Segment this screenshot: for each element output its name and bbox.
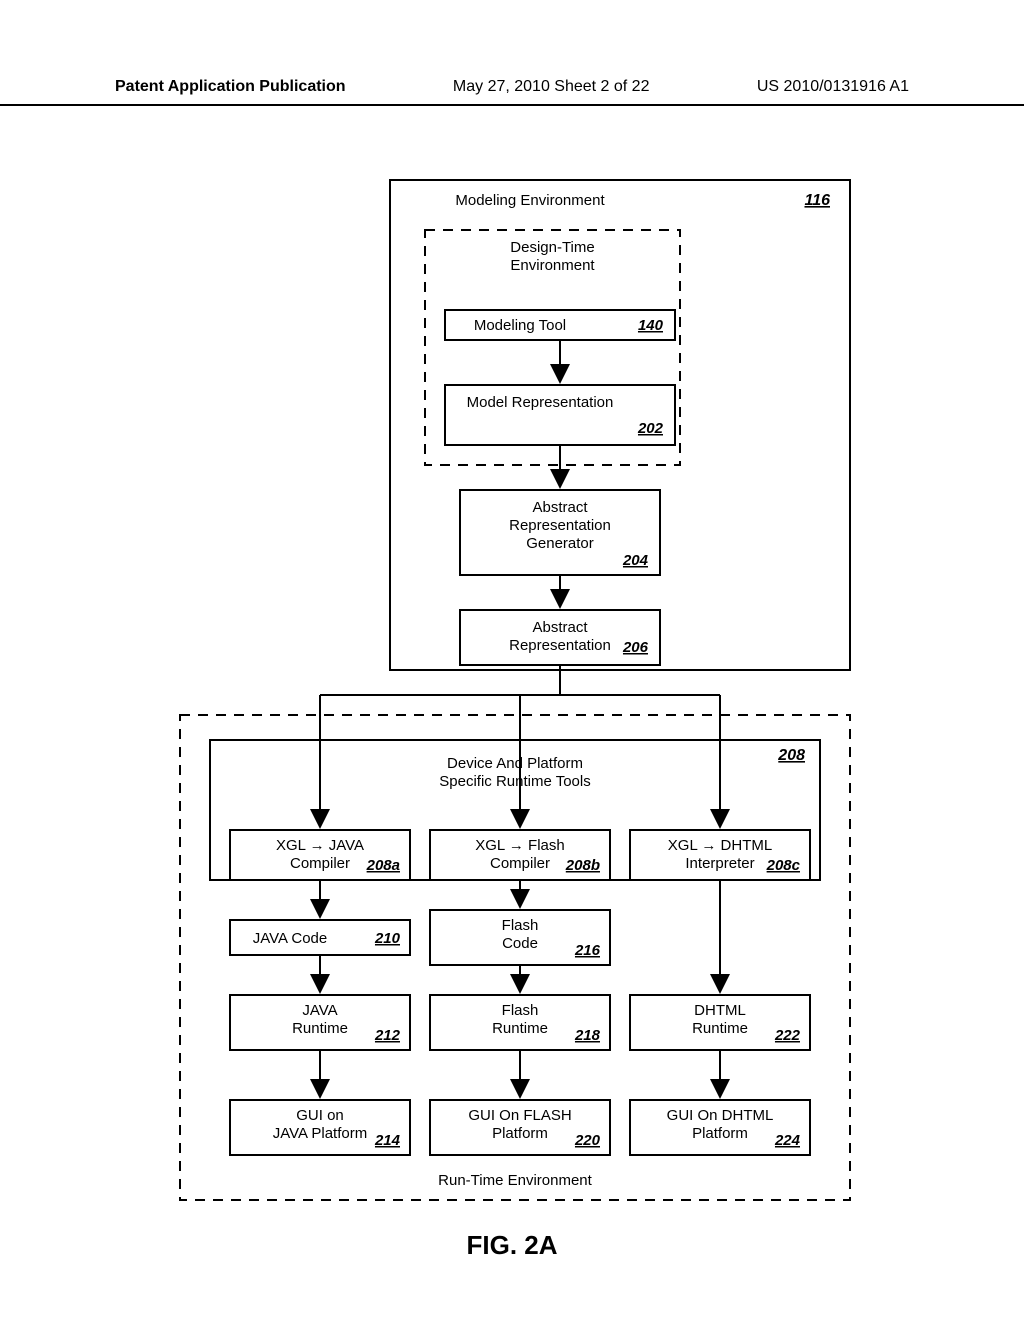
svg-text:Representation: Representation [509, 637, 611, 654]
svg-text:Modeling Tool: Modeling Tool [474, 317, 566, 334]
svg-text:Device And Platform: Device And Platform [447, 755, 583, 772]
diagram-container: Modeling Environment 116 Design-TimeEnviro… [170, 170, 860, 1215]
svg-text:GUI on: GUI on [296, 1107, 344, 1124]
svg-text:Platform: Platform [692, 1125, 748, 1142]
header-left: Patent Application Publication [115, 78, 346, 96]
svg-text:JAVA: JAVA [302, 1002, 337, 1019]
svg-text:Abstract: Abstract [532, 619, 588, 636]
svg-text:Compiler: Compiler [490, 855, 550, 872]
svg-text:Runtime: Runtime [292, 1020, 348, 1037]
svg-text:GUI On FLASH: GUI On FLASH [468, 1107, 571, 1124]
flowchart-svg: Modeling Environment 116 Design-TimeEnviro… [170, 170, 860, 1210]
svg-text:202: 202 [637, 420, 664, 437]
figure-caption: FIG. 2A [0, 1230, 1024, 1261]
svg-text:Environment: Environment [510, 257, 595, 274]
header-right: US 2010/0131916 A1 [757, 78, 909, 96]
svg-text:XGL → JAVA: XGL → JAVA [276, 837, 364, 854]
svg-text:Run-Time Environment: Run-Time Environment [438, 1172, 592, 1189]
svg-text:Design-Time: Design-Time [510, 239, 594, 256]
svg-text:Abstract: Abstract [532, 499, 588, 516]
svg-text:Runtime: Runtime [692, 1020, 748, 1037]
svg-text:Compiler: Compiler [290, 855, 350, 872]
svg-text:212: 212 [374, 1027, 401, 1044]
svg-text:JAVA Code: JAVA Code [253, 930, 328, 947]
svg-text:Interpreter: Interpreter [685, 855, 754, 872]
header-center: May 27, 2010 Sheet 2 of 22 [453, 78, 650, 96]
svg-text:140: 140 [638, 317, 664, 334]
svg-text:XGL → Flash: XGL → Flash [475, 837, 564, 854]
svg-text:Platform: Platform [492, 1125, 548, 1142]
svg-text:DHTML: DHTML [694, 1002, 746, 1019]
svg-text:Flash: Flash [502, 917, 539, 934]
svg-text:Generator: Generator [526, 535, 594, 552]
svg-text:Runtime: Runtime [492, 1020, 548, 1037]
svg-text:Flash: Flash [502, 1002, 539, 1019]
svg-text:208b: 208b [565, 857, 600, 874]
svg-text:Model Representation: Model Representation [467, 394, 614, 411]
svg-text:Representation: Representation [509, 517, 611, 534]
svg-text:222: 222 [774, 1027, 801, 1044]
svg-text:116: 116 [804, 192, 830, 209]
svg-text:216: 216 [574, 942, 601, 959]
svg-text:JAVA Platform: JAVA Platform [273, 1125, 367, 1142]
svg-text:208: 208 [777, 747, 805, 764]
svg-text:GUI On DHTML: GUI On DHTML [667, 1107, 774, 1124]
svg-text:206: 206 [622, 639, 649, 656]
svg-text:Code: Code [502, 935, 538, 952]
svg-text:218: 218 [574, 1027, 601, 1044]
svg-text:224: 224 [774, 1132, 801, 1149]
svg-text:208a: 208a [366, 857, 400, 874]
svg-text:204: 204 [622, 552, 649, 569]
svg-text:210: 210 [374, 930, 401, 947]
svg-text:Modeling Environment: Modeling Environment [455, 192, 605, 209]
page-header: Patent Application Publication May 27, 2… [0, 78, 1024, 106]
svg-text:208c: 208c [766, 857, 801, 874]
svg-text:XGL → DHTML: XGL → DHTML [668, 837, 772, 854]
svg-text:220: 220 [574, 1132, 601, 1149]
svg-text:214: 214 [374, 1132, 401, 1149]
svg-text:Specific Runtime Tools: Specific Runtime Tools [439, 773, 590, 790]
